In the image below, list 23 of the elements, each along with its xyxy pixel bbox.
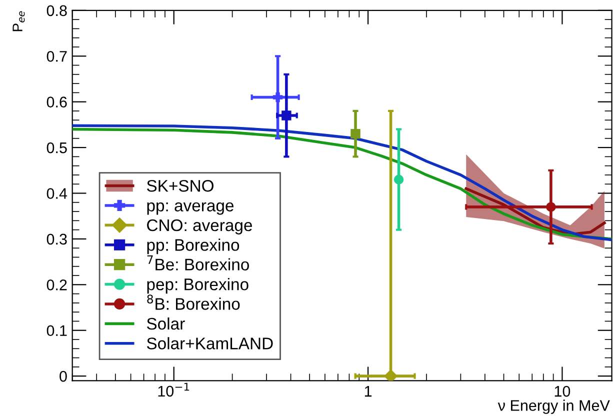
y-axis-title: P$_{ee}$ <box>12 11 25 32</box>
y-tick-label: 0 <box>60 370 67 382</box>
y-tick-label: 0.4 <box>46 188 68 199</box>
legend-label: Solar <box>146 317 185 330</box>
x-tick-label: 10$^{−1}$ <box>158 382 190 397</box>
y-tick-label: 0.3 <box>46 234 67 245</box>
x-tick-label: 10 <box>554 386 570 397</box>
legend-label: $^{7}$Be: Borexino <box>147 255 249 270</box>
y-tick-label: 0.8 <box>46 5 67 16</box>
legend-label: SK+SNO <box>146 180 214 192</box>
legend-label: $^{8}$B: Borexino <box>147 294 240 310</box>
y-tick-label: 0.2 <box>46 280 67 290</box>
legend-label: pep: Borexino <box>147 278 248 294</box>
legend-label: Solar+KamLAND <box>146 337 273 350</box>
y-tick-label: 0.7 <box>46 50 67 62</box>
y-tick-label: 0.1 <box>46 325 67 336</box>
legend-label: pp: average <box>147 202 234 215</box>
x-axis-title: ν Energy in MeV <box>498 400 610 414</box>
legend-label: CNO: average <box>147 219 252 234</box>
legend-label: pp: Borexino <box>147 238 240 254</box>
y-tick-label: 0.5 <box>46 142 67 154</box>
y-tick-label: 0.6 <box>46 96 67 108</box>
x-tick-label: 1 <box>364 386 372 397</box>
